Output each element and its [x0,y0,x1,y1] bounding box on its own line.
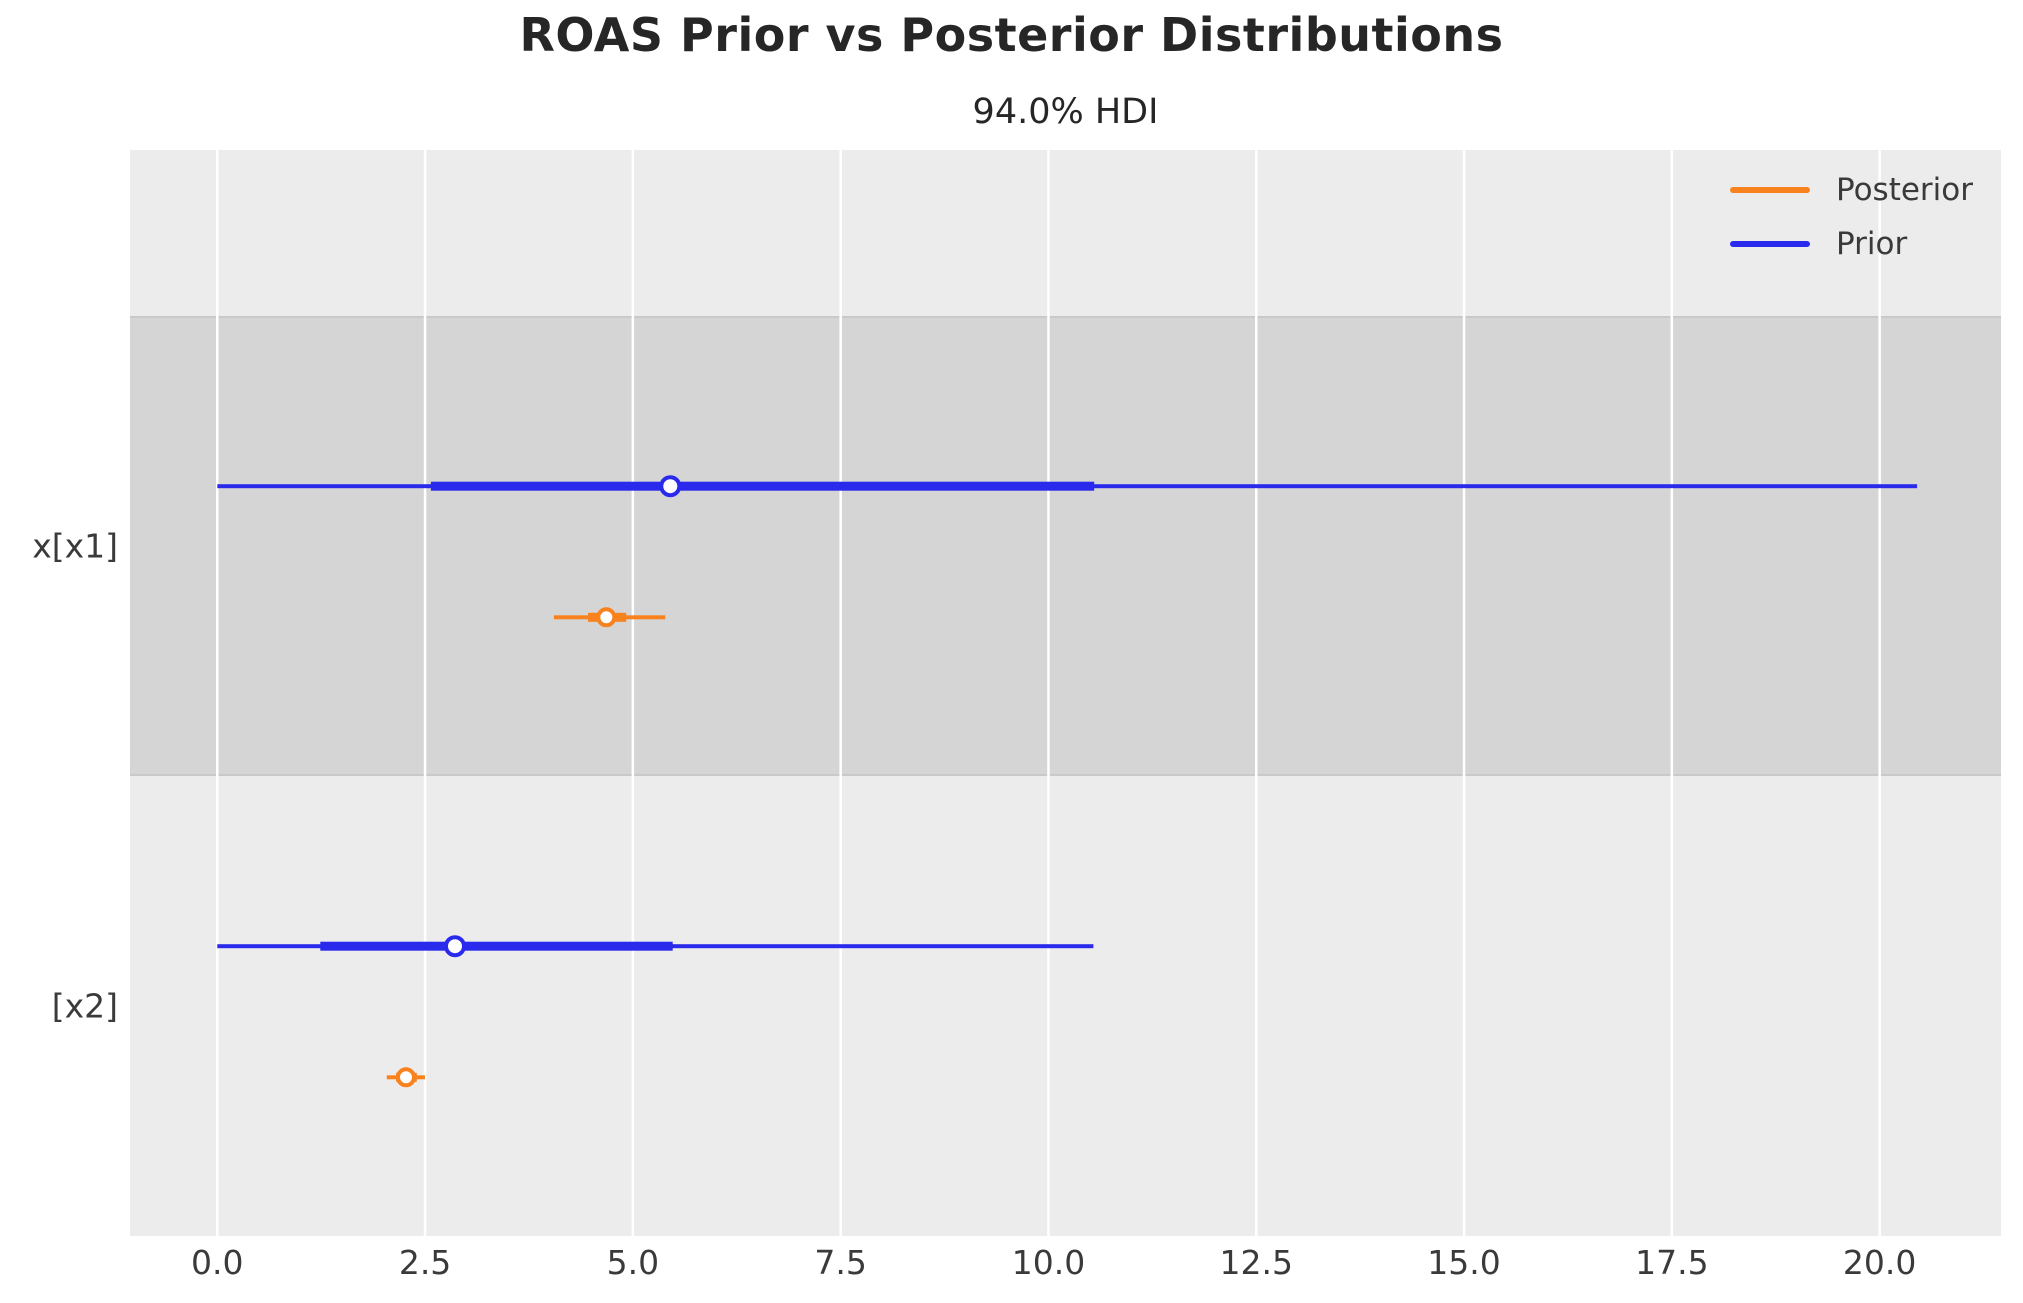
row-band-1 [130,316,2001,776]
posterior-line-swatch [1729,187,1810,193]
gridline-2.5 [423,150,427,1236]
x-tick-label-10.0: 10.0 [1011,1243,1086,1282]
row-band-2 [130,776,2001,1236]
median-dot-prior-row2 [444,935,466,958]
gridline-0.0 [216,150,219,1236]
x-tick-label-7.5: 7.5 [814,1243,867,1282]
x-tick-label-5.0: 5.0 [606,1243,660,1282]
median-dot-prior-row1 [659,475,682,498]
chart-canvas [216,150,1918,1236]
x-tick-label-17.5: 17.5 [1635,1243,1709,1282]
prior-line-swatch [1729,241,1810,247]
x-tick-label-2.5: 2.5 [398,1243,452,1282]
gridline-15.0 [1462,150,1466,1236]
x-tick-label-12.5: 12.5 [1219,1243,1293,1282]
gridline-12.5 [1255,150,1258,1236]
gridline-17.5 [1670,150,1674,1236]
legend-item-posterior: Posterior [1729,172,1973,208]
gridline-7.5 [839,150,842,1236]
gridline-5.0 [631,150,635,1236]
legend-label-posterior: Posterior [1835,172,1973,208]
plot-area: Posterior Prior [130,150,2001,1236]
y-axis-label-1: x[x1] [32,526,118,566]
gridline-10.0 [1047,150,1050,1236]
median-dot-posterior-row1 [596,607,617,628]
legend-item-prior: Prior [1729,226,1973,262]
hdi-subtitle: 94.0% HDI [972,92,1159,132]
x-tick-label-20.0: 20.0 [1842,1243,1917,1282]
x-tick-label-15.0: 15.0 [1427,1243,1501,1282]
quartile-line-prior-row1 [430,481,1095,491]
legend-label-prior: Prior [1835,226,1908,262]
quartile-line-prior-row2 [320,941,673,951]
gridline-20.0 [1878,150,1881,1236]
figure-title: ROAS Prior vs Posterior Distributions [519,8,1504,62]
median-dot-posterior-row2 [396,1067,416,1088]
legend: Posterior Prior [1729,172,1973,262]
x-tick-label-0.0: 0.0 [191,1243,244,1282]
y-axis-label-2: [x2] [51,986,118,1026]
